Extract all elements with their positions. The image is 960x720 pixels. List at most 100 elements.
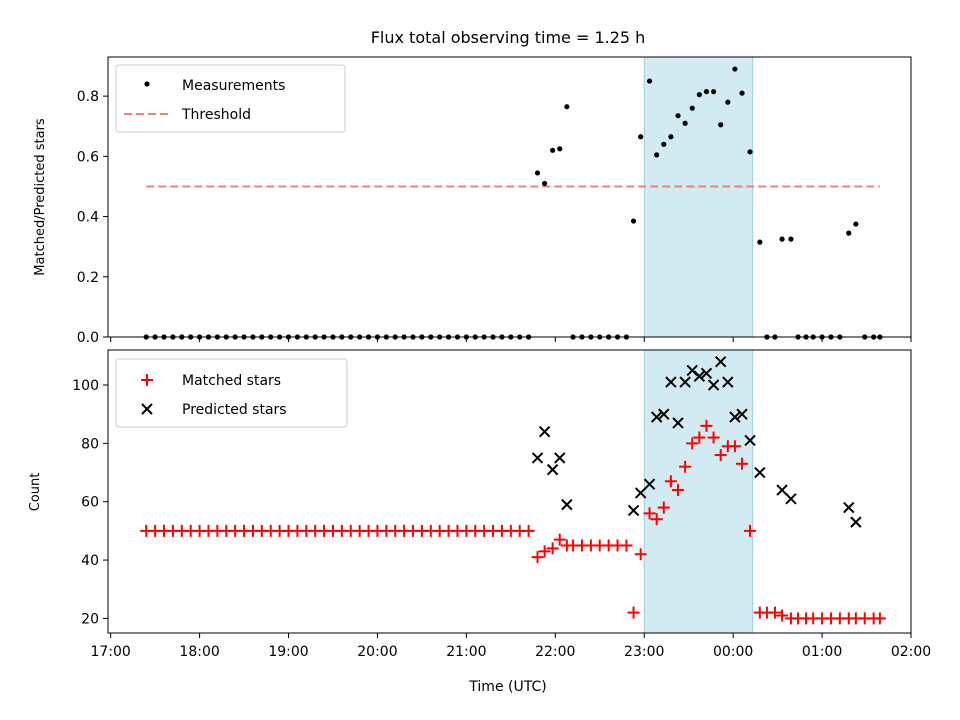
bottom-y-tick-label: 80: [81, 436, 99, 452]
matched-star-point: [531, 551, 544, 564]
predicted-star-point: [776, 484, 788, 496]
legend-threshold-label: Threshold: [181, 107, 251, 123]
measurement-point: [788, 236, 794, 242]
measurement-point: [550, 147, 556, 153]
measurement-point: [638, 134, 644, 140]
top-y-axis-label: Matched/Predicted stars: [33, 118, 48, 276]
matched-star-point: [650, 513, 663, 526]
predicted-star-point: [850, 516, 862, 528]
measurement-point: [747, 149, 753, 155]
bottom-x-tick-label: 02:00: [891, 644, 931, 660]
matched-star-point: [686, 437, 699, 450]
matched-star-point: [679, 460, 692, 473]
bottom-legend-box: [115, 358, 348, 428]
matched-star-point: [664, 475, 677, 488]
measurement-point: [668, 134, 674, 140]
bottom-x-tick-label: 23:00: [624, 644, 664, 660]
measurement-point: [725, 99, 731, 105]
predicted-star-point: [627, 504, 640, 517]
predicted-star-point: [658, 408, 670, 420]
bottom-x-tick-label: 22:00: [535, 644, 575, 660]
measurement-point: [557, 146, 563, 152]
bottom-legend: Matched stars Predicted stars: [115, 358, 348, 428]
top-y-axis: 0.0 0.2 0.4 0.6 0.8: [77, 89, 108, 346]
measurement-point: [630, 218, 637, 224]
bottom-x-axis: 17:00 18:00 19:00 20:00 21:00 22:00 23:00 00:00…: [90, 633, 931, 660]
top-y-tick-label: 0.4: [77, 210, 99, 226]
predicted-star-point: [700, 367, 713, 380]
predicted-star-point: [744, 434, 756, 447]
bottom-y-axis: 20 40 60 80 100: [72, 378, 108, 627]
bottom-x-tick-label: 19:00: [268, 644, 308, 660]
measurement-point: [542, 180, 548, 187]
predicted-star-point: [538, 425, 551, 438]
measurement-point: [779, 236, 785, 242]
top-y-tick-label: 0.2: [77, 270, 99, 286]
bottom-y-tick-label: 60: [81, 495, 99, 511]
legend-predicted-label: Predicted stars: [182, 402, 287, 418]
top-legend: Measurements Threshold: [115, 64, 346, 133]
predicted-stars-series: [531, 355, 862, 528]
predicted-star-point: [634, 487, 647, 499]
matched-star-point: [634, 548, 647, 561]
predicted-star-point: [546, 463, 559, 476]
predicted-star-point: [754, 466, 766, 479]
predicted-star-point: [554, 452, 566, 464]
legend-predicted-marker: [141, 403, 153, 415]
predicted-star-point: [785, 493, 797, 505]
bottom-highlight-span: [643, 349, 754, 634]
measurement-point: [718, 122, 724, 128]
predicted-star-point: [736, 408, 748, 420]
matched-star-point: [768, 606, 781, 619]
matched-stars-series: [140, 419, 886, 625]
predicted-star-point: [561, 498, 573, 511]
legend-measurements-marker: [144, 81, 150, 87]
matched-star-point: [546, 542, 559, 555]
top-highlight-span: [643, 56, 754, 338]
bottom-y-axis-label: Count: [28, 473, 43, 512]
bottom-x-tick-label: 01:00: [802, 644, 842, 660]
bottom-x-tick-label: 20:00: [357, 644, 397, 660]
measurement-point: [757, 239, 763, 245]
predicted-star-point: [531, 452, 544, 464]
bottom-y-tick-label: 40: [81, 553, 99, 569]
top-plot-frame: [107, 56, 912, 338]
predicted-star-point: [665, 376, 677, 388]
measurement-point: [689, 105, 695, 111]
matched-star-point: [627, 606, 640, 619]
measurement-point: [675, 113, 681, 119]
chart-title: Flux total observing time = 1.25 h: [371, 28, 646, 47]
matched-star-point: [522, 524, 535, 537]
measurement-point: [739, 90, 745, 96]
top-y-tick-label: 0.0: [77, 330, 99, 346]
measurement-point: [564, 104, 570, 110]
measurement-point: [853, 221, 859, 227]
predicted-star-point: [693, 370, 706, 382]
top-y-tick-label: 0.6: [77, 149, 99, 165]
matched-star-point: [728, 440, 741, 453]
matched-star-point: [714, 449, 727, 462]
matched-star-point: [693, 431, 706, 444]
matched-star-point: [553, 533, 566, 546]
predicted-star-point: [707, 379, 720, 391]
legend-measurements-label: Measurements: [182, 78, 285, 94]
predicted-star-point: [643, 478, 656, 490]
matched-star-point: [672, 484, 685, 497]
matched-star-point: [873, 612, 886, 625]
measurement-point: [646, 78, 653, 84]
measurement-point: [534, 170, 541, 176]
bottom-y-tick-label: 20: [81, 611, 99, 627]
legend-matched-label: Matched stars: [182, 373, 281, 389]
predicted-star-point: [672, 417, 684, 429]
legend-matched-marker: [141, 374, 153, 386]
top-panel: 0.00.20.40.60.8 Matched/Predicted stars …: [33, 56, 912, 346]
matched-star-point: [776, 609, 789, 622]
matched-star-point: [620, 539, 633, 552]
bottom-x-tick-label: 17:00: [90, 644, 130, 660]
measurement-point: [703, 89, 710, 95]
bottom-x-tick-label: 21:00: [446, 644, 486, 660]
measurement-point: [710, 89, 717, 95]
matched-star-point: [744, 524, 757, 537]
x-axis-label: Time (UTC): [468, 679, 546, 695]
